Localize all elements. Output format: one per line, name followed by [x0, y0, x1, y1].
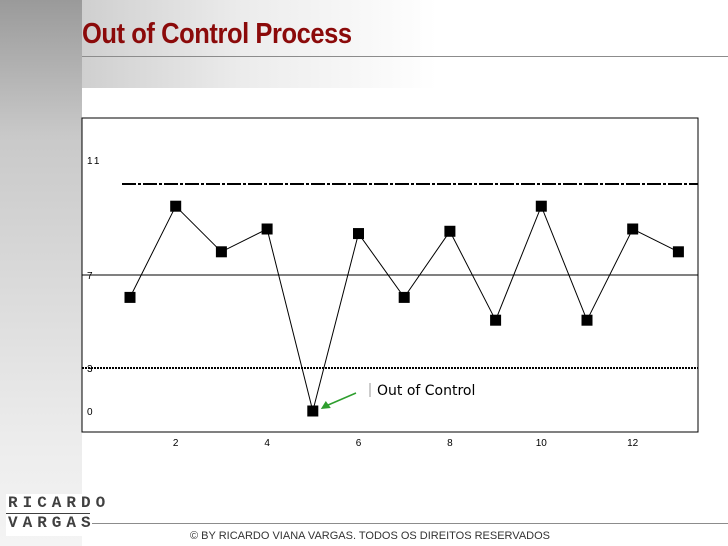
data-point-marker	[444, 225, 456, 237]
y-tick-label: 11	[87, 156, 101, 167]
y-tick-label: 3	[87, 364, 95, 375]
data-point-marker	[490, 314, 502, 326]
data-point-marker	[124, 291, 136, 303]
data-point-marker	[215, 246, 227, 258]
logo-line-2: VARGAS	[8, 514, 96, 532]
x-tick-label: 10	[536, 438, 548, 449]
x-tick-label: 2	[173, 438, 179, 449]
data-point-marker	[535, 200, 547, 212]
data-point-marker	[307, 405, 319, 417]
title-divider	[82, 56, 728, 57]
x-tick-label: 8	[447, 438, 453, 449]
logo-separator	[6, 513, 90, 514]
copyright-footer: © BY RICARDO VIANA VARGAS. TODOS OS DIRE…	[190, 530, 550, 542]
annotation-box	[356, 378, 492, 406]
data-point-marker	[672, 246, 684, 258]
x-tick-label: 4	[264, 438, 270, 449]
x-tick-label: 12	[627, 438, 639, 449]
data-point-marker	[398, 291, 410, 303]
data-point-marker	[261, 223, 273, 235]
data-point-marker	[581, 314, 593, 326]
logo-line-1: RICARDO	[8, 494, 111, 512]
data-point-marker	[353, 228, 364, 240]
ricardo-vargas-logo: RICARDO VARGAS	[6, 494, 111, 536]
data-point-marker	[627, 223, 639, 235]
y-tick-label: 0	[87, 407, 95, 418]
background-left-panel	[0, 0, 82, 546]
annotation-arrowhead	[320, 401, 331, 409]
data-point-marker	[170, 200, 182, 212]
annotation-label: Out of Control	[377, 383, 475, 399]
footer-divider	[92, 523, 728, 524]
x-tick-label: 6	[356, 438, 362, 449]
background-top-band	[82, 0, 728, 88]
annotation-arrow	[325, 392, 357, 407]
y-tick-label: 7	[87, 271, 95, 282]
slide-title: Out of Control Process	[82, 18, 352, 50]
